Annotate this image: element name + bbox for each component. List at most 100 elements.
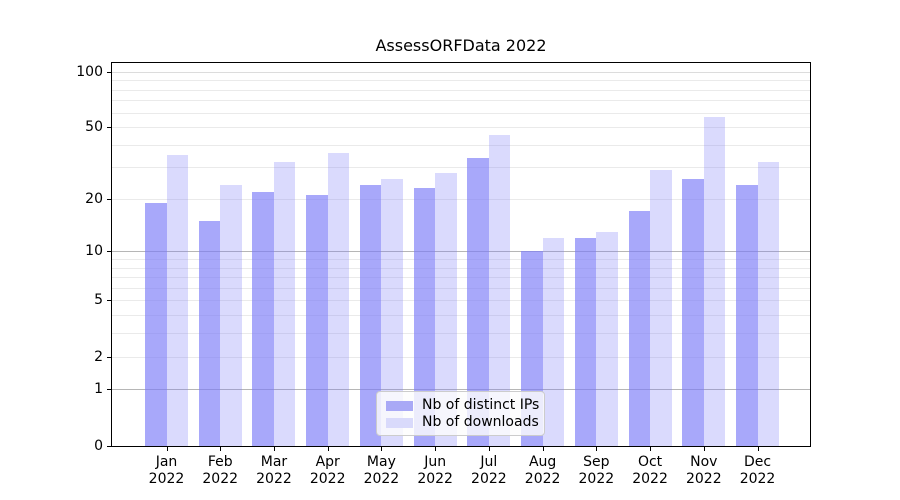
bar-distinct-ips-sep [574,237,597,446]
gridline-minor [112,333,810,335]
legend-label-distinct-ips: Nb of distinct IPs [422,397,540,413]
gridline-minor [112,267,810,269]
bar-downloads-nov [703,116,726,446]
x-tick-mark [381,447,383,451]
x-tick-label-jun: Jun 2022 [405,454,465,488]
gridline-minor [112,258,810,260]
y-tick-mark [107,198,111,200]
x-tick-mark [273,447,275,451]
legend-swatch-light-icon [386,417,413,428]
bar-downloads-may [381,178,403,446]
y-tick-label: 20 [85,190,103,207]
y-tick-label: 2 [94,348,103,365]
bar-distinct-ips-apr [306,195,328,446]
y-tick-label: 10 [85,243,103,260]
x-tick-month: Jun [424,454,447,470]
bar-distinct-ips-dec [736,184,758,446]
x-tick-mark [327,447,329,451]
gridline-minor [112,112,810,114]
legend-swatch-dark-icon [386,400,413,411]
bar-downloads-dec [757,162,780,446]
bar-distinct-ips-jul [467,157,489,446]
x-tick-mark [650,447,652,451]
x-tick-mark [596,447,598,451]
gridline-minor [112,315,810,317]
x-tick-year: 2022 [739,471,776,487]
legend-row-downloads: Nb of downloads [386,415,539,430]
legend-row-distinct-ips: Nb of distinct IPs [386,398,539,413]
y-tick-mark [107,300,111,302]
x-tick-year: 2022 [685,471,722,487]
y-tick-mark [107,71,111,73]
gridline-minor [112,356,810,358]
legend-label-downloads: Nb of downloads [422,414,539,430]
x-tick-year: 2022 [632,471,668,487]
x-tick-month: Dec [743,454,772,470]
x-tick-label-jan: Jan 2022 [137,454,197,488]
y-tick-label: 5 [94,292,103,309]
x-tick-label-sep: Sep 2022 [566,454,626,488]
gridline-major [112,251,810,253]
y-tick-label: 100 [76,63,103,80]
x-tick-label-jul: Jul 2022 [459,454,519,488]
chart-title: AssessORFData 2022 [375,36,547,55]
gridline-minor [112,89,810,91]
bar-distinct-ips-mar [252,191,274,446]
y-tick-label: 50 [85,119,103,136]
x-tick-year: 2022 [256,471,292,487]
gridline-minor [112,300,810,302]
gridline-major [112,389,810,391]
x-tick-month: Sep [583,454,610,470]
x-tick-mark [542,447,544,451]
x-tick-mark [703,447,705,451]
gridline-minor [112,198,810,200]
x-tick-month: Jan [155,454,178,470]
x-tick-mark [435,447,437,451]
bar-downloads-apr [327,153,350,446]
gridline-minor [112,71,810,73]
bar-distinct-ips-may [359,184,382,446]
x-tick-month: Apr [315,454,340,470]
x-tick-mark [488,447,490,451]
gridline-minor [112,127,810,129]
x-tick-mark [220,447,222,451]
x-tick-month: Nov [690,454,718,470]
x-tick-label-oct: Oct 2022 [620,454,680,488]
x-tick-label-may: May 2022 [351,454,411,488]
x-tick-month: Aug [528,454,557,470]
x-tick-mark [166,447,168,451]
bar-distinct-ips-jan [145,202,167,446]
y-tick-mark [107,356,111,358]
legend: Nb of distinct IPs Nb of downloads [376,391,545,436]
x-tick-label-apr: Apr 2022 [298,454,358,488]
gridline-minor [112,277,810,279]
y-tick-mark [107,251,111,253]
x-tick-year: 2022 [363,471,400,487]
gridline-minor [112,80,810,82]
plot-area [111,62,811,447]
x-tick-year: 2022 [309,471,346,487]
bar-downloads-oct [650,170,672,446]
bar-downloads-jun [435,172,457,446]
x-tick-month: May [366,454,396,470]
y-tick-mark [107,127,111,129]
x-tick-label-dec: Dec 2022 [728,454,788,488]
x-tick-mark [757,447,759,451]
gridline-minor [112,144,810,146]
bar-downloads-jul [488,135,511,446]
x-tick-year: 2022 [202,471,239,487]
bar-distinct-ips-oct [628,211,651,446]
gridline-minor [112,167,810,169]
bar-distinct-ips-jun [413,188,436,446]
gridline-minor [112,100,810,102]
bar-distinct-ips-nov [682,178,704,446]
x-tick-label-mar: Mar 2022 [244,454,304,488]
y-tick-label: 0 [94,437,103,454]
y-tick-label: 1 [94,381,103,398]
x-tick-year: 2022 [148,471,185,487]
x-tick-month: Mar [260,454,288,470]
bar-downloads-aug [542,237,565,446]
x-tick-label-aug: Aug 2022 [513,454,573,488]
x-tick-month: Feb [207,454,233,470]
x-tick-year: 2022 [471,471,507,487]
